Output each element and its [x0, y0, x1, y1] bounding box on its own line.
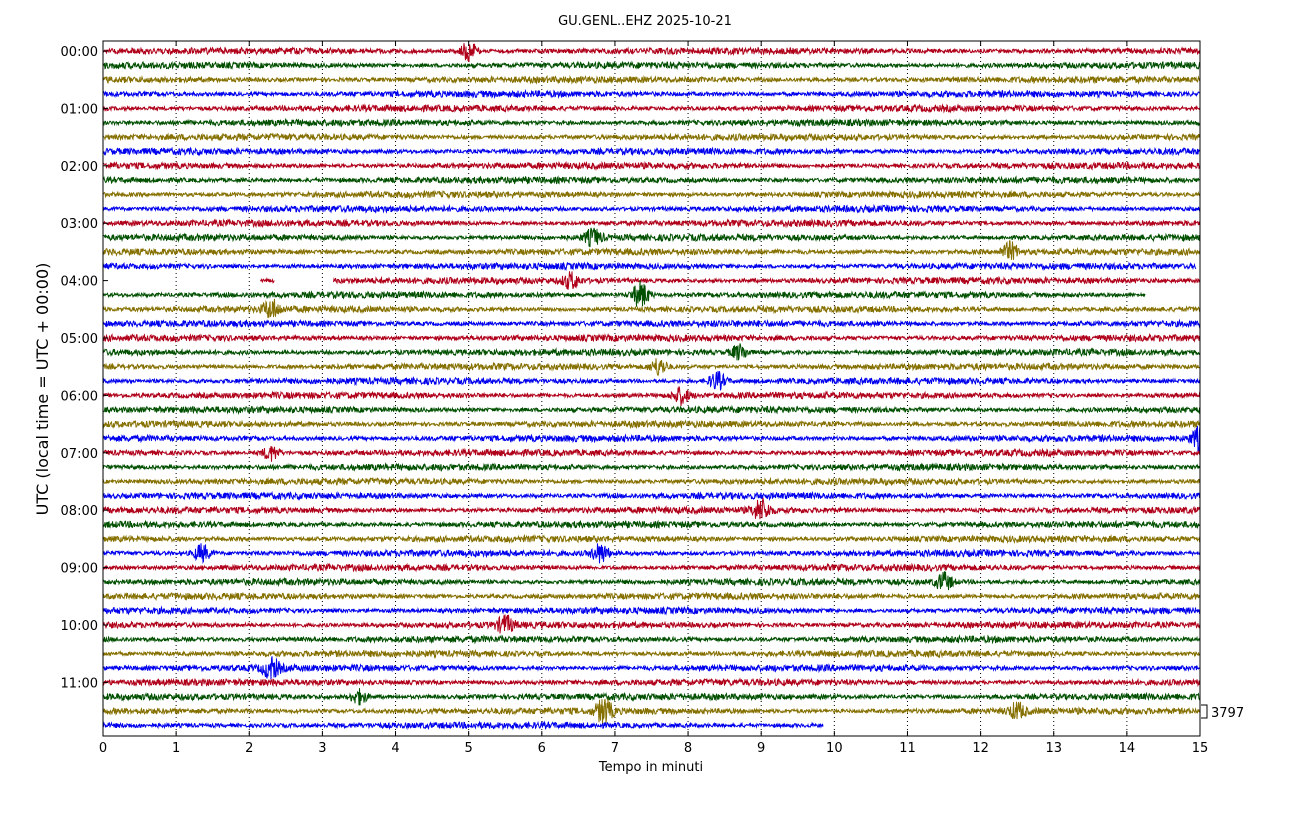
plot-frame: [102, 40, 1201, 737]
x-tick-label: 2: [245, 741, 253, 756]
x-tick-label: 3: [318, 741, 326, 756]
vertical-gridlines: [175, 41, 1128, 736]
trace-row: [102, 591, 1201, 602]
trace-row: [102, 649, 1201, 659]
trace-row: [102, 280, 1146, 307]
y-axis-ticks: 00:00 01:00 02:00 03:00 04:00 05:00 06:00 07:00…: [61, 45, 108, 691]
trace-row: [102, 519, 1201, 530]
trace-row: [102, 318, 1201, 329]
x-tick-label: 7: [611, 741, 619, 756]
trace-row: [102, 656, 1201, 680]
trace-row: [102, 298, 1201, 319]
trace-row: [102, 677, 1201, 688]
x-tick-label: 5: [465, 741, 473, 756]
trace-row: [260, 271, 1201, 290]
amplitude-scale-bar: 3797: [1201, 704, 1244, 721]
trace-row: [102, 386, 1201, 407]
trace-row: [102, 419, 1201, 430]
trace-row: [102, 720, 824, 731]
trace-row: [102, 218, 1201, 229]
x-tick-label: 4: [391, 741, 399, 756]
trace-row: [102, 88, 1201, 99]
trace-row: [102, 562, 1201, 573]
trace-row: [102, 117, 1201, 128]
amplitude-scale-label: 3797: [1211, 706, 1244, 721]
trace-row: [102, 476, 1201, 487]
x-tick-label: 11: [899, 741, 916, 756]
trace-row: [102, 614, 1201, 634]
trace-row: [102, 490, 1201, 501]
y-tick-label: 00:00: [61, 45, 98, 60]
trace-row: [102, 343, 1201, 361]
trace-row: [102, 174, 1201, 185]
x-tick-label: 12: [972, 741, 989, 756]
trace-row: [102, 189, 1201, 200]
trace-row: [102, 358, 1201, 377]
x-axis-ticks: 0 1 2 3 4 5 6 7 8 9 10 11 12 13 14 15: [99, 41, 1208, 756]
y-tick-label: 03:00: [61, 217, 98, 232]
trace-row: [102, 132, 1201, 143]
y-tick-label: 05:00: [61, 332, 98, 347]
y-tick-label: 01:00: [61, 102, 98, 117]
trace-row: [102, 103, 1201, 114]
x-tick-label: 6: [538, 741, 546, 756]
y-tick-label: 10:00: [61, 619, 98, 634]
trace-row: [102, 571, 1201, 591]
trace-row: [102, 146, 1201, 157]
x-tick-label: 13: [1045, 741, 1062, 756]
y-tick-label: 04:00: [61, 275, 98, 290]
y-tick-label: 08:00: [61, 504, 98, 519]
trace-row: [102, 425, 1201, 452]
trace-row: [102, 74, 1201, 85]
trace-row: [102, 43, 1201, 63]
x-tick-label: 1: [172, 741, 180, 756]
trace-row: [102, 240, 1201, 260]
trace-row: [102, 203, 1201, 214]
x-tick-label: 9: [757, 741, 765, 756]
trace-row: [102, 261, 1197, 272]
trace-row: [102, 332, 1201, 344]
x-tick-label: 0: [99, 741, 107, 756]
x-tick-label: 10: [826, 741, 843, 756]
trace-row: [102, 533, 1201, 544]
trace-row: [102, 60, 1201, 71]
seismogram-traces: [102, 43, 1201, 731]
y-tick-label: 09:00: [61, 562, 98, 577]
trace-row: [102, 404, 1201, 415]
trace-row: [102, 688, 1201, 706]
x-tick-label: 15: [1192, 741, 1209, 756]
y-axis-label: UTC (local time = UTC + 00:00): [33, 263, 52, 516]
trace-row: [102, 445, 1201, 462]
x-axis-label: Tempo in minuti: [598, 760, 703, 775]
trace-row: [102, 462, 1201, 473]
y-tick-label: 06:00: [61, 389, 98, 404]
x-tick-label: 14: [1119, 741, 1136, 756]
y-tick-label: 07:00: [61, 447, 98, 462]
trace-row: [102, 634, 1201, 645]
trace-row: [102, 370, 1201, 391]
trace-row: [102, 605, 1201, 616]
y-tick-label: 02:00: [61, 160, 98, 175]
x-tick-label: 8: [684, 741, 692, 756]
trace-row: [102, 160, 1201, 172]
trace-row: [102, 497, 1201, 520]
trace-row: [102, 698, 1201, 725]
trace-row: [102, 227, 1201, 248]
trace-row: [102, 543, 1201, 564]
y-tick-label: 11:00: [61, 676, 98, 691]
chart-title: GU.GENL..EHZ 2025-10-21: [558, 14, 732, 29]
